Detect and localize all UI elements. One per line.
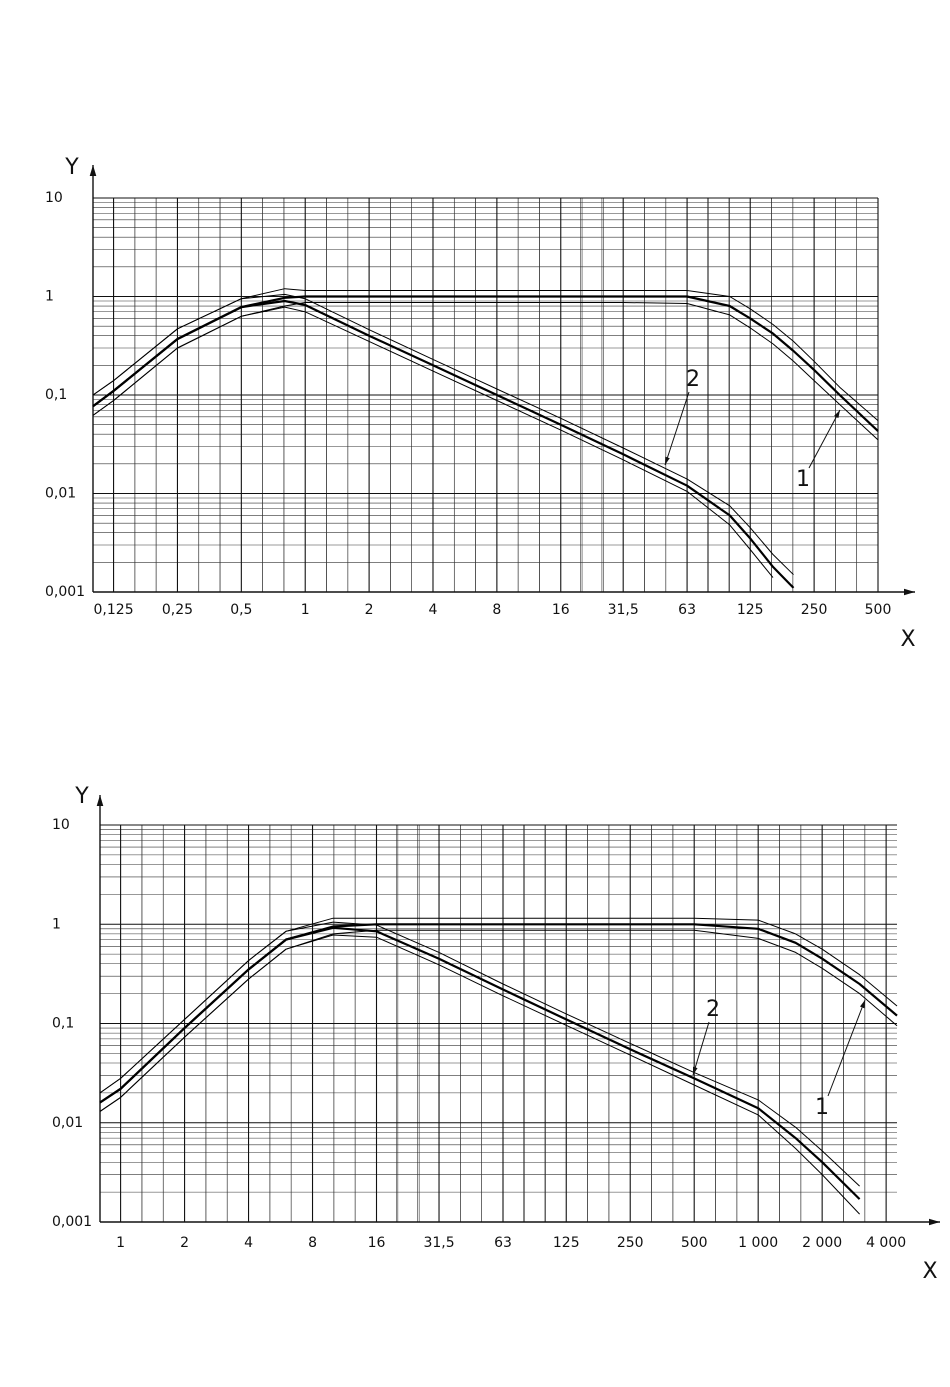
x-axis-label: X [922,1259,937,1284]
tolerance-upper [99,921,860,1187]
x-tick-label: 16 [368,1235,386,1251]
tolerance-upper [92,293,794,576]
x-tick-label: 2 [180,1235,189,1251]
curve-label: 1 [815,1095,829,1120]
curve-label: 2 [706,997,720,1022]
x-tick-label: 63 [494,1235,512,1251]
x-tick-label: 8 [492,602,501,618]
x-tick-label: 0,25 [162,602,193,618]
leader-line [692,1021,710,1076]
tolerance-lower [99,934,860,1215]
x-tick-label: 31,5 [608,602,639,618]
y-tick-label: 10 [45,190,63,206]
y-tick-label: 0,01 [45,486,76,502]
y-axis-label: Y [64,155,79,180]
tolerance-upper [92,288,879,421]
x-tick-label: 250 [801,602,828,618]
x-tick-label: 500 [865,602,892,618]
x-tick-label: 8 [308,1235,317,1251]
curve [92,295,879,432]
x-tick-label: 1 000 [738,1235,778,1251]
x-tick-label: 2 000 [802,1235,842,1251]
x-tick-label: 1 [116,1235,125,1251]
x-tick-label: 125 [737,602,764,618]
tolerance-lower [92,306,774,578]
x-tick-label: 4 [244,1235,253,1251]
y-tick-label: 0,001 [45,584,85,600]
y-tick-label: 10 [52,817,70,833]
y-tick-label: 0,1 [45,387,67,403]
x-tick-label: 63 [678,602,696,618]
y-tick-label: 1 [52,916,61,932]
x-tick-label: 31,5 [423,1235,454,1251]
curve [92,299,795,589]
x-tick-label: 125 [553,1235,580,1251]
y-tick-label: 0,01 [52,1115,83,1131]
x-tick-label: 0,125 [94,602,134,618]
curve-label: 1 [796,467,810,492]
y-tick-label: 0,001 [52,1214,92,1230]
y-tick-label: 0,1 [52,1016,74,1032]
curve [99,926,861,1200]
x-tick-label: 0,5 [230,602,252,618]
x-axis-label: X [900,627,915,652]
x-tick-label: 4 [429,602,438,618]
leader-line [808,409,841,469]
leader-line [827,999,866,1097]
y-tick-label: 1 [45,289,54,305]
x-tick-label: 16 [552,602,570,618]
x-tick-label: 2 [365,602,374,618]
x-tick-label: 1 [301,602,310,618]
x-tick-label: 500 [681,1235,708,1251]
curve [99,923,898,1104]
tolerance-lower [99,929,898,1112]
x-tick-label: 250 [617,1235,644,1251]
curve-label: 2 [686,367,700,392]
y-axis-label: Y [74,784,89,809]
x-tick-label: 4 000 [866,1235,906,1251]
leader-line [664,391,690,466]
